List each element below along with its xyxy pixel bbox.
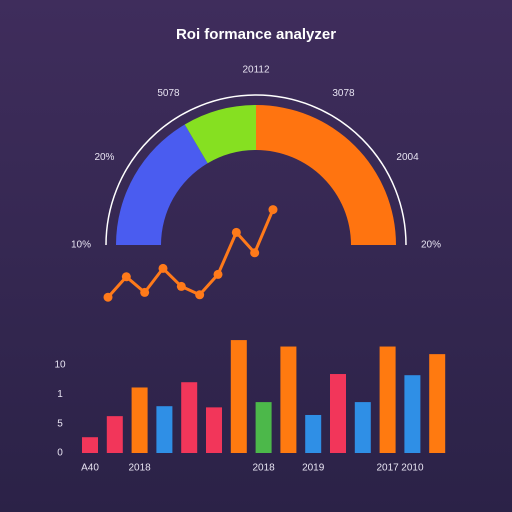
x-tick-label: 2010 bbox=[401, 463, 424, 474]
bar bbox=[206, 407, 222, 453]
gauge-outline bbox=[105, 94, 407, 246]
bar bbox=[255, 402, 272, 453]
x-tick-label: 2018 bbox=[252, 463, 275, 474]
bar bbox=[330, 374, 346, 453]
line-point bbox=[176, 281, 186, 291]
line-point bbox=[213, 269, 223, 279]
gauge-label: 3078 bbox=[332, 88, 355, 99]
gauge-segment bbox=[256, 105, 396, 245]
gauge-label: 20% bbox=[94, 152, 114, 163]
line-point bbox=[158, 263, 168, 273]
x-tick-label: 2018 bbox=[128, 463, 151, 474]
line-point bbox=[268, 205, 278, 215]
x-tick-label: A40 bbox=[81, 463, 99, 474]
bar bbox=[379, 346, 396, 453]
bar bbox=[230, 340, 247, 453]
bar bbox=[280, 346, 297, 453]
gauge-label: 2004 bbox=[396, 152, 419, 163]
gauge-label: 10% bbox=[71, 240, 91, 251]
bar bbox=[181, 382, 198, 453]
bar bbox=[82, 437, 98, 453]
y-tick-label: 5 bbox=[57, 418, 63, 429]
y-tick-label: 1 bbox=[57, 389, 63, 400]
gauge-label: 20% bbox=[421, 240, 441, 251]
bar bbox=[429, 354, 446, 453]
line bbox=[106, 209, 275, 299]
line-point bbox=[121, 272, 131, 282]
bar bbox=[354, 402, 371, 453]
bar bbox=[305, 414, 322, 453]
bar bbox=[131, 387, 148, 453]
gauge-segment bbox=[116, 124, 208, 245]
y-tick-label: 0 bbox=[57, 448, 63, 459]
line-point bbox=[140, 287, 150, 297]
bar bbox=[156, 406, 173, 453]
line-point bbox=[195, 290, 205, 300]
bar bbox=[404, 375, 421, 453]
x-tick-label: 2019 bbox=[302, 463, 325, 474]
line-point bbox=[231, 227, 241, 237]
line-point bbox=[250, 248, 260, 258]
line-point bbox=[103, 292, 113, 302]
bar bbox=[106, 416, 123, 453]
gauge-label: 5078 bbox=[157, 88, 180, 99]
gauge-segment bbox=[184, 105, 256, 164]
title: Roi formance analyzer bbox=[176, 26, 336, 43]
x-tick-label: 2017 bbox=[376, 463, 399, 474]
y-tick-label: 10 bbox=[54, 360, 66, 371]
gauge-label: 20112 bbox=[242, 65, 270, 76]
